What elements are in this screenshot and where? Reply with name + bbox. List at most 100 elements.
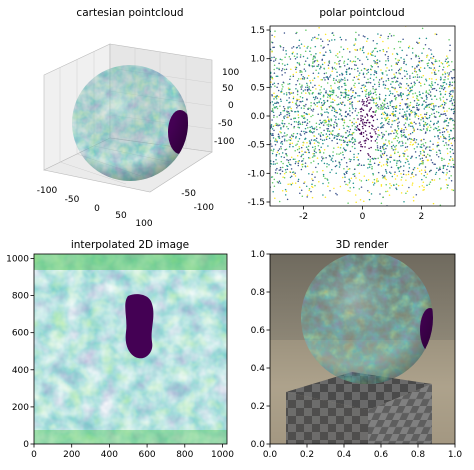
polar-point	[352, 131, 355, 134]
polar-point	[393, 77, 395, 79]
polar-point	[393, 105, 395, 108]
polar-point	[370, 146, 372, 149]
polar-point	[351, 104, 353, 106]
polar-point	[452, 163, 455, 166]
polar-point	[387, 47, 390, 49]
polar-point	[291, 182, 294, 185]
polar-point	[347, 125, 350, 128]
polar-point	[354, 86, 356, 88]
polar-point	[370, 92, 372, 94]
polar-point	[308, 189, 310, 192]
polar-point	[444, 127, 446, 130]
polar-point	[389, 183, 391, 185]
polar-point	[375, 94, 377, 96]
polar-point	[396, 90, 398, 93]
polar-point	[352, 173, 354, 176]
polar-point	[447, 144, 450, 146]
polar-point	[293, 117, 296, 120]
polar-point	[341, 151, 344, 153]
polar-point	[296, 89, 299, 92]
polar-point	[293, 126, 295, 129]
polar-point	[346, 68, 348, 71]
polar-point	[417, 118, 420, 120]
x-tick-label: 0.8	[411, 450, 426, 460]
svg-text:50: 50	[222, 84, 234, 94]
polar-point	[449, 156, 452, 158]
polar-point	[378, 79, 381, 81]
polar-point	[353, 156, 355, 158]
polar-point	[439, 150, 441, 152]
polar-point	[386, 67, 388, 69]
polar-point	[295, 66, 298, 69]
polar-point	[380, 131, 383, 134]
polar-point	[407, 138, 409, 140]
polar-point	[398, 159, 401, 162]
polar-point	[330, 84, 332, 87]
polar-point	[272, 104, 275, 106]
polar-point	[369, 68, 372, 70]
polar-point	[309, 89, 312, 92]
polar-point	[390, 65, 393, 67]
polar-point	[339, 102, 342, 104]
polar-point	[445, 58, 447, 60]
polar-point	[411, 66, 414, 68]
polar-point	[344, 96, 347, 99]
polar-point	[329, 74, 332, 76]
polar-point	[451, 189, 453, 191]
polar-point	[353, 76, 356, 79]
polar-point	[410, 141, 412, 143]
polar-point	[368, 163, 371, 166]
polar-point	[272, 190, 274, 193]
polar-point	[309, 141, 312, 143]
polar-point	[347, 168, 350, 171]
svg-text:100: 100	[222, 68, 239, 78]
polar-point	[346, 79, 349, 81]
polar-point	[312, 127, 314, 130]
polar-point	[436, 122, 438, 125]
polar-point	[330, 87, 333, 89]
polar-point	[333, 124, 335, 126]
polar-point	[432, 55, 435, 58]
polar-point	[350, 103, 352, 105]
polar-point	[291, 52, 294, 55]
polar-point	[310, 102, 312, 104]
polar-point	[424, 121, 427, 124]
polar-point	[359, 149, 362, 152]
polar-point	[327, 123, 330, 125]
polar-point	[413, 81, 416, 83]
polar-point	[320, 122, 323, 125]
polar-point	[435, 171, 438, 174]
polar-point	[435, 60, 438, 62]
polar-point	[323, 99, 325, 102]
polar-point	[376, 180, 378, 183]
polar-point	[324, 122, 326, 124]
polar-point	[360, 131, 363, 134]
polar-point	[272, 134, 274, 137]
polar-point	[400, 86, 402, 88]
polar-point	[371, 136, 373, 138]
polar-point	[354, 110, 357, 112]
polar-point	[352, 79, 354, 81]
polar-point	[315, 88, 317, 90]
polar-point	[288, 101, 290, 104]
polar-point	[428, 77, 431, 80]
polar-point	[391, 112, 393, 115]
polar-point	[344, 88, 347, 91]
polar-point	[421, 59, 424, 62]
polar-point	[340, 158, 343, 161]
polar-point	[325, 121, 327, 124]
polar-point	[364, 130, 367, 132]
render-title: 3D render	[336, 239, 389, 251]
polar-point	[390, 156, 392, 159]
polar-point	[406, 110, 408, 112]
polar-point	[412, 76, 415, 78]
y-tick-label: 1.0	[251, 55, 266, 65]
polar-point	[384, 151, 386, 153]
polar-point	[360, 87, 363, 90]
polar-point	[305, 86, 307, 89]
polar-point	[380, 165, 383, 167]
y-tick-label: 0.8	[251, 288, 266, 298]
polar-point	[340, 109, 342, 111]
polar-point	[366, 113, 368, 115]
polar-point	[414, 54, 417, 56]
